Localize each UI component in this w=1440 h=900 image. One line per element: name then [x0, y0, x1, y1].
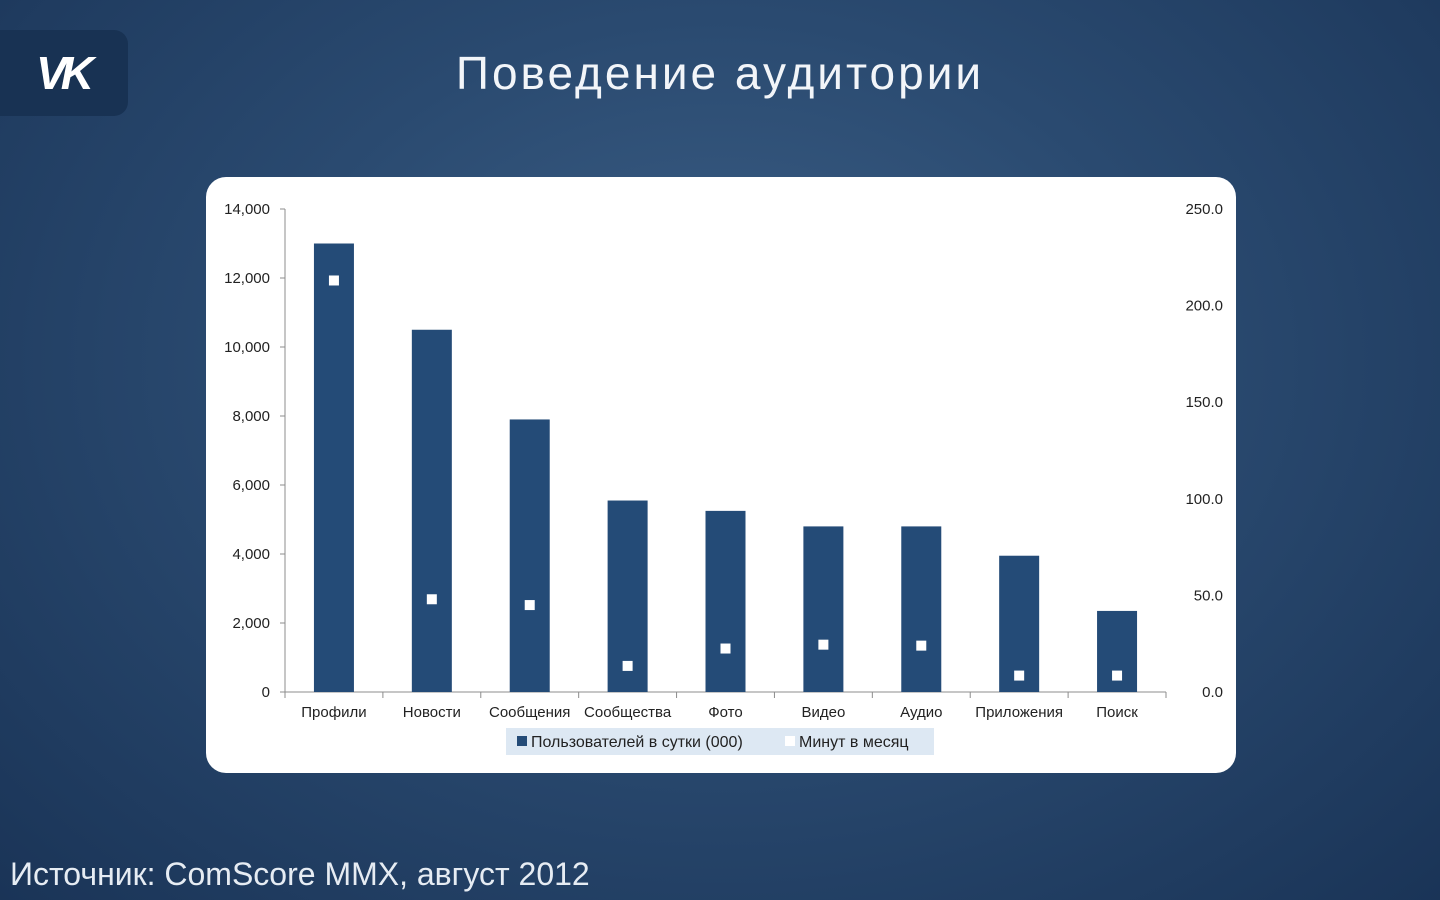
- combo-chart: 0 2,000 4,000 6,000 8,000 10,000 12,000 14,000 0…: [224, 201, 1223, 755]
- logo-badge: [0, 30, 128, 116]
- x-tick-label: Приложения: [975, 704, 1063, 721]
- chart-panel: 0 2,000 4,000 6,000 8,000 10,000 12,000 14,000 0…: [206, 177, 1236, 773]
- bar: [607, 500, 648, 692]
- scatter-point: [720, 643, 731, 654]
- y-left-tick-label: 2,000: [232, 615, 270, 632]
- x-tick-label: Видео: [801, 704, 845, 721]
- y-right-tick-label: 200.0: [1185, 298, 1223, 315]
- scatter-point: [622, 660, 633, 671]
- x-tick-label: Профили: [301, 704, 366, 721]
- legend-swatch-marker: [785, 736, 795, 746]
- x-tick-label: Аудио: [900, 704, 942, 721]
- scatter-point: [426, 594, 437, 605]
- bar: [313, 243, 354, 692]
- y-left-tick-label: 0: [262, 684, 270, 701]
- scatter-point: [818, 639, 829, 650]
- scatter-point: [1014, 670, 1025, 681]
- y-left-tick-label: 8,000: [232, 408, 270, 425]
- x-tick-label: Новости: [403, 704, 461, 721]
- y-right-tick-label: 150.0: [1185, 394, 1223, 411]
- vk-logo: VK: [36, 47, 94, 99]
- x-tick-label: Сообщения: [489, 704, 570, 721]
- y-right-tick-label: 100.0: [1185, 491, 1223, 508]
- legend-label-users: Пользователей в сутки (000): [531, 734, 743, 751]
- bar: [803, 526, 844, 692]
- scatter-point: [1112, 670, 1123, 681]
- legend-label-minutes: Минут в месяц: [799, 734, 909, 751]
- y-left-tick-label: 4,000: [232, 546, 270, 563]
- y-right-tick-label: 50.0: [1194, 587, 1223, 604]
- x-tick-label: Сообщества: [584, 704, 672, 721]
- legend-swatch-bar: [517, 736, 527, 746]
- x-tick-label: Поиск: [1096, 704, 1138, 721]
- y-right-tick-label: 250.0: [1185, 201, 1223, 218]
- scatter-point: [524, 600, 535, 611]
- bar: [705, 510, 746, 692]
- bar: [999, 555, 1040, 692]
- y-left-tick-label: 6,000: [232, 477, 270, 494]
- y-right-tick-label: 0.0: [1202, 684, 1223, 701]
- y-left-tick-label: 12,000: [224, 270, 270, 287]
- bar: [411, 329, 452, 692]
- legend-box: [506, 728, 934, 755]
- bar: [509, 419, 550, 692]
- y-left-tick-label: 14,000: [224, 201, 270, 218]
- scatter-point: [916, 640, 927, 651]
- x-tick-label: Фото: [708, 704, 742, 721]
- bar: [901, 526, 942, 692]
- source-note: Источник: ComScore MMX, август 2012: [10, 856, 590, 892]
- page-title: Поведение аудитории: [455, 47, 985, 99]
- scatter-point: [328, 275, 339, 286]
- y-left-tick-label: 10,000: [224, 339, 270, 356]
